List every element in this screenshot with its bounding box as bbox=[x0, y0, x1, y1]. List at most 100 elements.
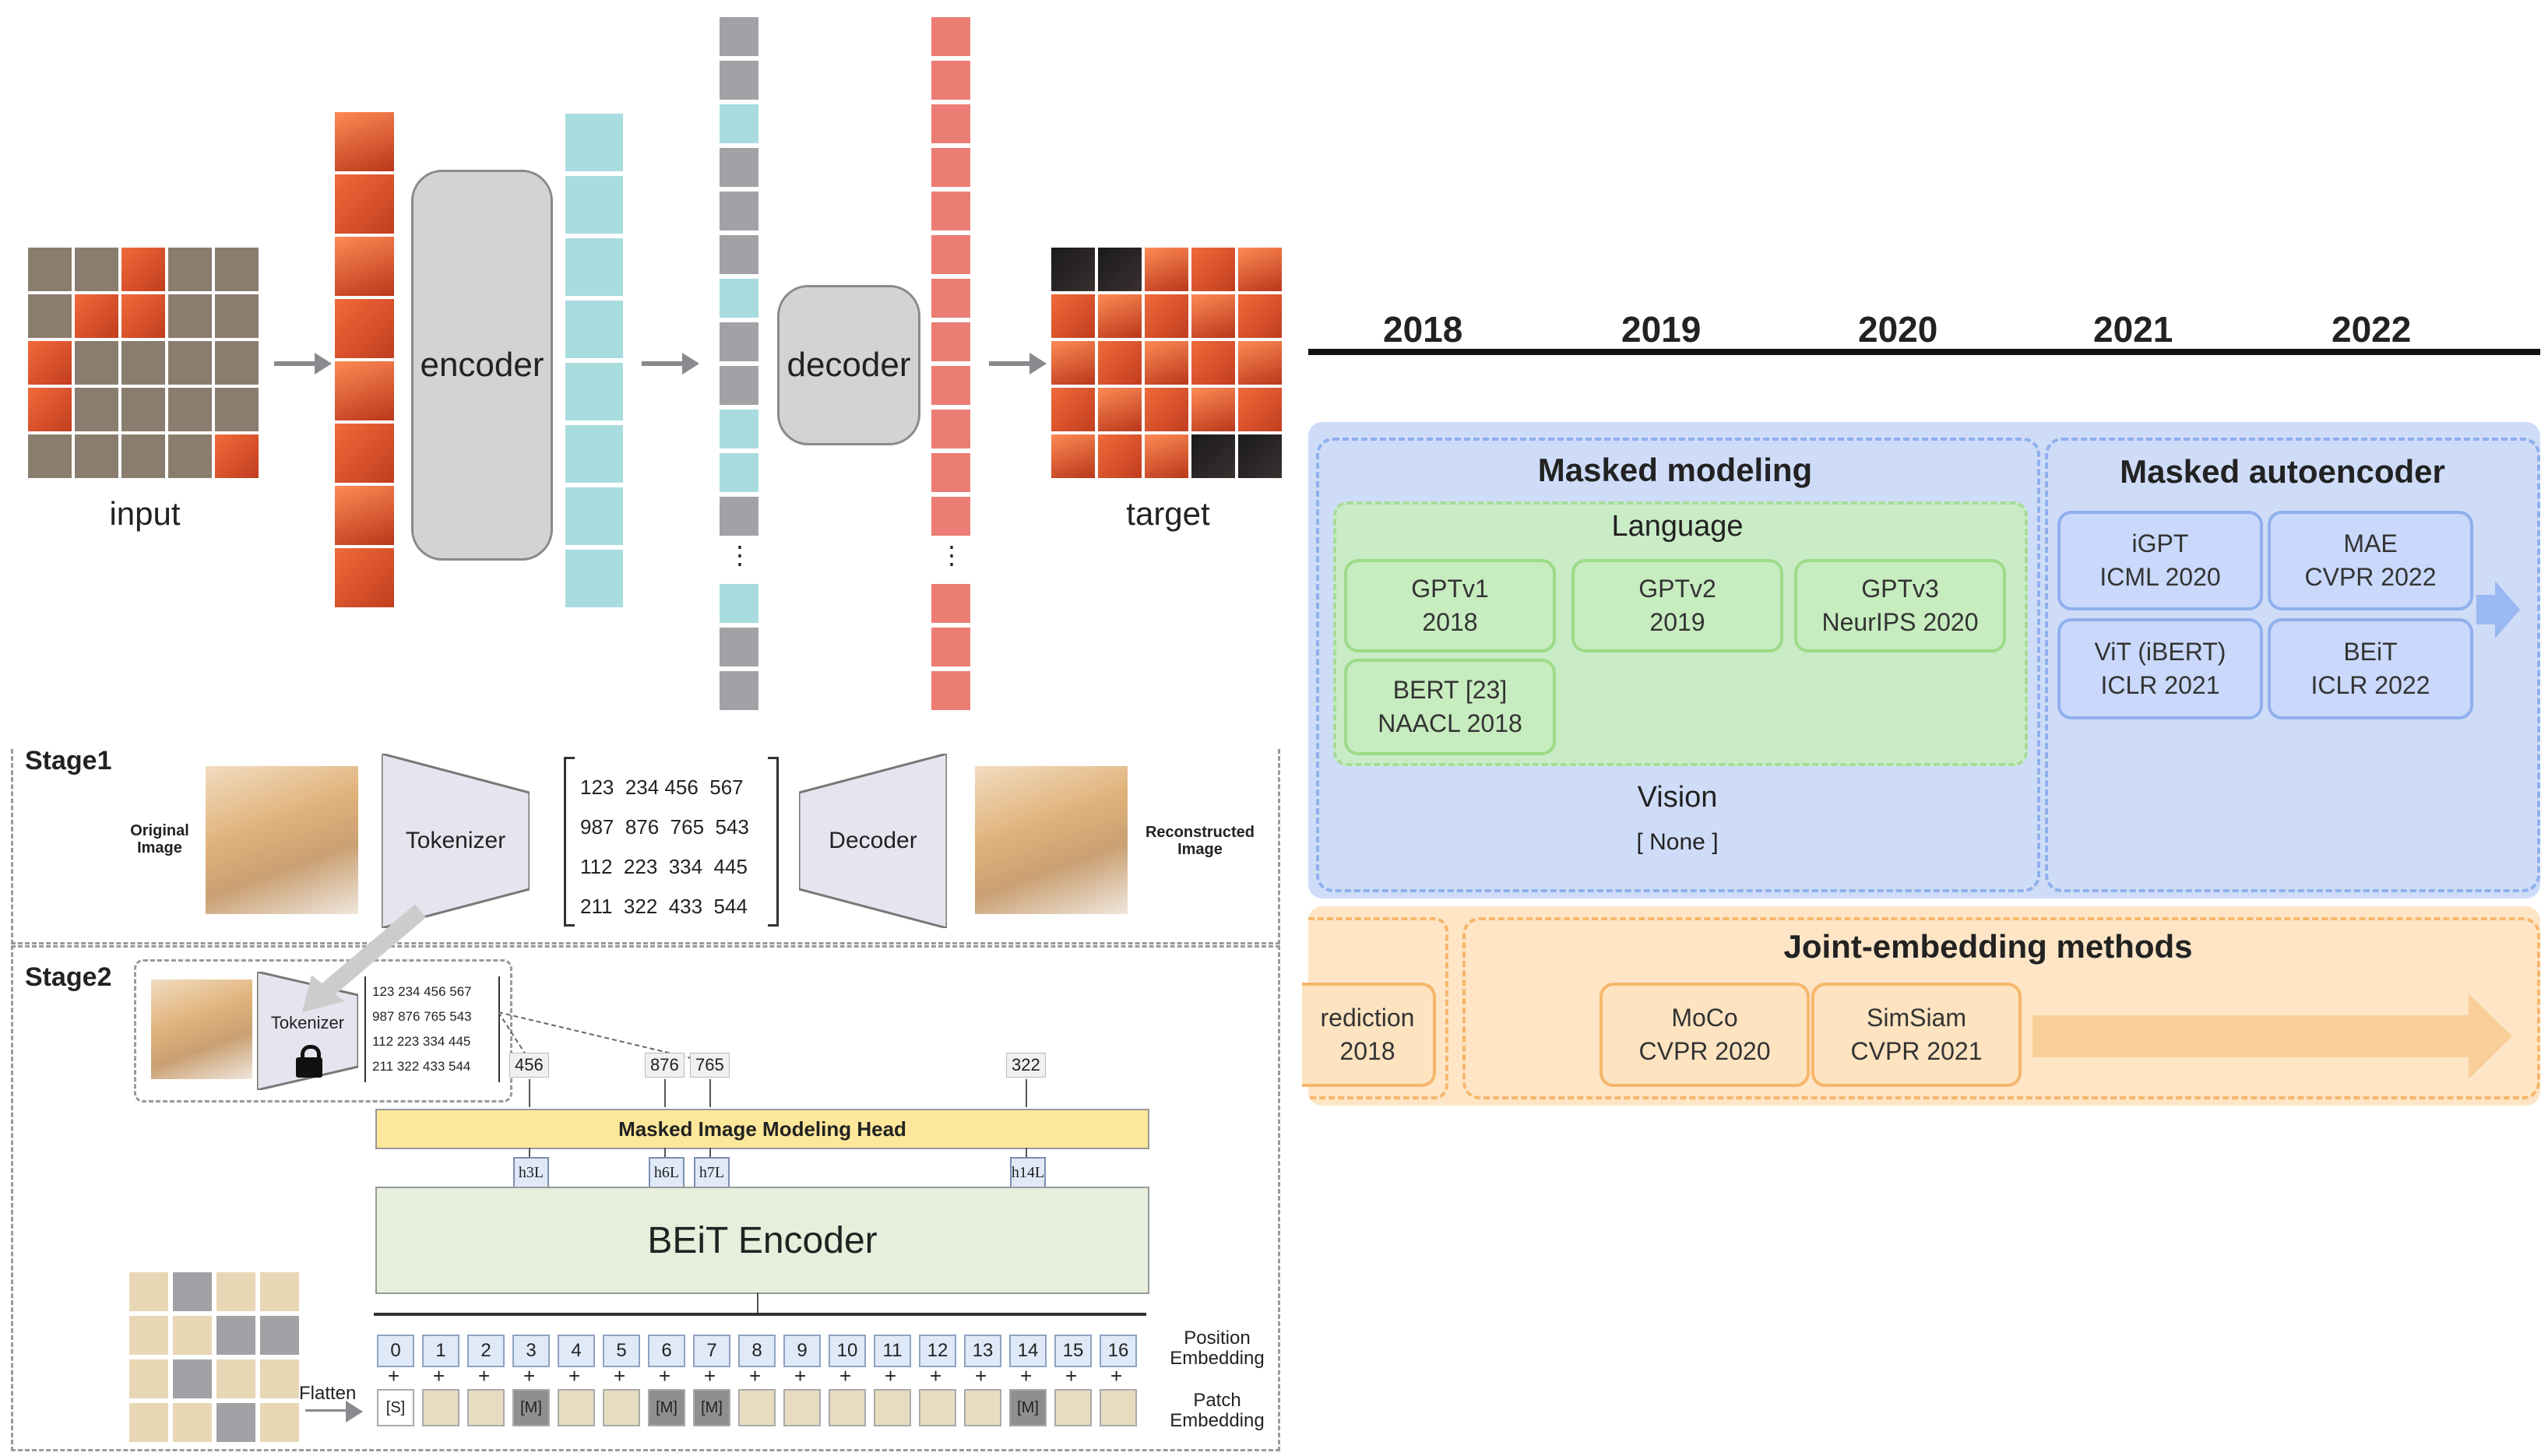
position-token: 9 bbox=[783, 1335, 821, 1367]
hidden-state: h7L bbox=[694, 1157, 730, 1188]
output-token bbox=[931, 366, 970, 405]
target-patch bbox=[1191, 434, 1235, 478]
hidden-state-line bbox=[664, 1148, 666, 1157]
head-output-line bbox=[529, 1079, 530, 1107]
input-patch bbox=[121, 434, 165, 478]
paper-venue: 2018 bbox=[1422, 608, 1478, 636]
tokenizer-feed-arrow bbox=[302, 904, 427, 1012]
patch-embedding-label: Patch Embedding bbox=[1170, 1389, 1265, 1431]
plus-sign: + bbox=[388, 1364, 400, 1387]
year-label: 2022 bbox=[2332, 309, 2412, 350]
patch-token bbox=[783, 1389, 821, 1426]
target-patch bbox=[1145, 294, 1188, 338]
inset-dog-image bbox=[151, 979, 252, 1079]
target-patch bbox=[1098, 248, 1142, 291]
position-token: 13 bbox=[964, 1335, 1001, 1367]
plus-sign: + bbox=[433, 1364, 445, 1387]
output-token bbox=[931, 104, 970, 143]
plus-sign: + bbox=[1065, 1364, 1078, 1387]
input-patch bbox=[28, 294, 72, 338]
matrix-row: 112 223 334 445 bbox=[580, 855, 748, 878]
patch-token bbox=[738, 1389, 776, 1426]
input-patch bbox=[215, 341, 259, 385]
decoder-label: decoder bbox=[787, 346, 911, 384]
mask-token bbox=[720, 17, 758, 56]
encoder-label: encoder bbox=[420, 346, 544, 384]
masked-modeling-title: Masked modeling bbox=[1537, 452, 1813, 488]
position-embedding-label: Position Embedding bbox=[1170, 1327, 1265, 1369]
inset-matrix-row: 123 234 456 567 bbox=[372, 984, 472, 999]
target-patch bbox=[1145, 248, 1188, 291]
patch-token bbox=[422, 1389, 459, 1426]
input-patch bbox=[168, 434, 212, 478]
mini-patch bbox=[216, 1359, 255, 1398]
hidden-state: h3L bbox=[513, 1157, 549, 1188]
position-token: 15 bbox=[1054, 1335, 1092, 1367]
arrow-right bbox=[642, 353, 699, 375]
patch-token bbox=[467, 1389, 505, 1426]
mask-token bbox=[720, 148, 758, 187]
mini-patch bbox=[216, 1403, 255, 1442]
target-patch bbox=[1191, 341, 1235, 385]
masked-autoencoder-frame bbox=[2045, 438, 2540, 892]
mask-token bbox=[720, 61, 758, 100]
input-patch bbox=[121, 294, 165, 338]
mini-patch bbox=[129, 1403, 168, 1442]
output-token bbox=[931, 235, 970, 274]
inset-tokenizer-label: Tokenizer bbox=[270, 1013, 345, 1032]
position-token: 12 bbox=[919, 1335, 956, 1367]
vision-label: Vision bbox=[1637, 780, 1718, 814]
target-patch bbox=[1238, 341, 1282, 385]
inset-token-matrix: 123 234 456 567 987 876 765 543 112 223 33… bbox=[364, 976, 500, 1082]
head-output-line bbox=[709, 1079, 711, 1107]
target-patch bbox=[1051, 248, 1095, 291]
predicted-token: 765 bbox=[690, 1053, 730, 1078]
language-label: Language bbox=[1611, 509, 1744, 543]
head-output-line bbox=[664, 1079, 666, 1107]
mask-token bbox=[720, 279, 758, 318]
plus-sign: + bbox=[659, 1364, 671, 1387]
visible-patch-column bbox=[335, 112, 394, 615]
paper-moco: MoCo CVPR 2020 bbox=[1600, 983, 1810, 1087]
head-output-line bbox=[1026, 1079, 1027, 1107]
position-token: 3 bbox=[512, 1335, 550, 1367]
beit-encoder-label: BEiT Encoder bbox=[647, 1219, 878, 1261]
input-patch bbox=[28, 434, 72, 478]
inset-matrix-row: 987 876 765 543 bbox=[372, 1009, 472, 1024]
mini-patch bbox=[260, 1272, 299, 1311]
encoded-token bbox=[565, 176, 623, 234]
target-patch bbox=[1145, 388, 1188, 431]
output-token bbox=[931, 671, 970, 710]
target-label: target bbox=[1126, 495, 1210, 532]
paper-title: GPTv3 bbox=[1861, 574, 1939, 603]
patch-token: [M] bbox=[648, 1389, 685, 1426]
year-label: 2018 bbox=[1383, 309, 1463, 350]
predicted-token: 456 bbox=[509, 1053, 549, 1078]
encoder-block: encoder bbox=[411, 170, 553, 561]
patch-token bbox=[1054, 1389, 1092, 1426]
hidden-state-line bbox=[709, 1148, 711, 1157]
plus-sign: + bbox=[1020, 1364, 1033, 1387]
patch-token: [S] bbox=[377, 1389, 414, 1426]
output-token bbox=[931, 61, 970, 100]
input-patch bbox=[121, 248, 165, 291]
matrix-row: 123 234 456 567 bbox=[580, 775, 744, 799]
input-patch bbox=[168, 294, 212, 338]
target-patch bbox=[1191, 294, 1235, 338]
paper-gptv2: GPTv2 2019 bbox=[1571, 559, 1783, 652]
predicted-token: 322 bbox=[1006, 1053, 1046, 1078]
inset-matrix-row: 211 322 433 544 bbox=[372, 1059, 471, 1074]
mask-token bbox=[720, 497, 758, 536]
mim-head: Masked Image Modeling Head bbox=[375, 1109, 1149, 1149]
stage2-frame bbox=[11, 945, 1280, 1451]
input-patch bbox=[215, 294, 259, 338]
paper-venue: CVPR 2022 bbox=[2304, 563, 2437, 591]
decoder-block: decoder bbox=[777, 285, 920, 445]
paper-simsiam: SimSiam CVPR 2021 bbox=[1811, 983, 2022, 1087]
paper-gptv3: GPTv3 NeurIPS 2020 bbox=[1794, 559, 2006, 652]
plus-sign: + bbox=[568, 1364, 581, 1387]
paper-title: BEiT bbox=[2343, 637, 2398, 666]
paper-gptv1: GPTv1 2018 bbox=[1344, 559, 1556, 652]
patch-token: [M] bbox=[693, 1389, 730, 1426]
plus-sign: + bbox=[523, 1364, 536, 1387]
